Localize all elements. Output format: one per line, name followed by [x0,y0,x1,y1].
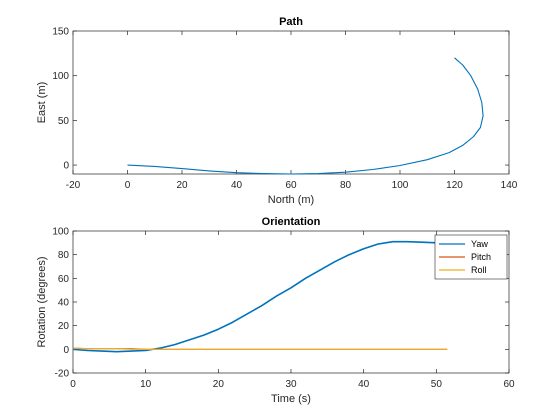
x-tick-label: 50 [431,379,443,390]
y-tick-label: 150 [52,27,69,38]
y-axis-label: Rotation (degrees) [36,256,48,347]
chart-title: Orientation [262,216,321,228]
y-tick-label: 0 [63,345,69,356]
y-axis-label: East (m) [36,82,48,124]
y-tick-label: 100 [52,71,69,82]
x-tick-label: 40 [231,180,243,191]
x-tick-label: 80 [340,180,352,191]
x-tick-label: 0 [125,180,131,191]
x-tick-label: 60 [503,379,515,390]
y-tick-label: 50 [58,116,70,127]
x-tick-label: 140 [501,180,518,191]
series-line-yaw [72,240,448,353]
y-tick-label: 0 [63,161,69,172]
x-tick-label: 30 [285,379,297,390]
x-tick-label: 10 [140,379,152,390]
x-axis-label: Time (s) [271,393,311,405]
y-tick-label: 20 [58,321,70,332]
y-tick-label: 40 [58,298,70,309]
path-line [127,57,484,175]
x-tick-label: 100 [392,180,409,191]
x-tick-label: 20 [176,180,188,191]
path-plot: -20 0 20 40 60 80 100 120 140 0 50 100 150 Path North … [36,16,518,206]
y-tick-label: 80 [58,250,70,261]
y-tick-label: 60 [58,274,70,285]
x-tick-label: -20 [66,180,81,191]
x-axis-label: North (m) [268,194,314,206]
y-tick-label: 100 [52,227,69,238]
x-tick-label: 20 [213,379,225,390]
legend-label-roll: Roll [471,265,487,275]
legend-label-yaw: Yaw [471,239,488,249]
x-tick-label: 0 [70,379,76,390]
axes-box [72,30,510,175]
orientation-plot: 0 10 20 30 40 50 60-20020406080100OrientationT… [36,216,515,405]
chart-title: Path [279,16,303,28]
x-tick-label: 40 [358,379,370,390]
series-line-roll [72,347,448,350]
legend-label-pitch: Pitch [471,252,491,262]
y-tick-label: -20 [55,369,70,380]
legend: Yaw Pitch Roll [434,234,508,280]
x-tick-label: 60 [285,180,297,191]
x-tick-label: 120 [446,180,463,191]
